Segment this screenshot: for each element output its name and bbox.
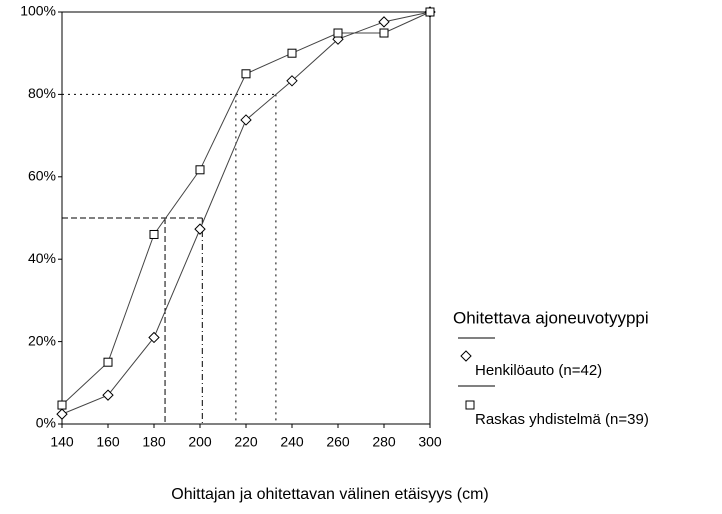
y-tick-label: 100% (20, 3, 56, 19)
marker-square (425, 7, 435, 17)
x-tick-label: 300 (418, 434, 442, 450)
marker-square (379, 28, 389, 38)
legend-marker (460, 350, 472, 362)
legend-title: Ohitettava ajoneuvotyyppi (453, 308, 649, 327)
x-tick-label: 260 (326, 434, 350, 450)
y-tick-label: 0% (36, 415, 56, 431)
legend-marker (465, 400, 475, 410)
y-tick-label: 40% (28, 250, 56, 266)
marker-diamond (378, 16, 390, 28)
marker-diamond (148, 331, 160, 344)
marker-diamond (194, 223, 206, 235)
y-tick-label: 80% (28, 85, 56, 101)
x-tick-label: 140 (50, 434, 74, 450)
legend-label: Henkilöauto (n=42) (475, 362, 602, 379)
marker-diamond (56, 408, 68, 420)
x-axis-label: Ohittajan ja ohitettavan välinen etäisyy… (171, 486, 488, 503)
marker-diamond (286, 75, 298, 87)
marker-diamond (102, 389, 114, 401)
x-tick-label: 240 (280, 434, 304, 450)
x-tick-label: 160 (96, 434, 120, 450)
x-tick-label: 280 (372, 434, 396, 450)
legend-label: Raskas yhdistelmä (n=39) (475, 411, 649, 428)
marker-diamond (240, 114, 252, 126)
marker-square (57, 400, 67, 410)
marker-square (333, 28, 343, 38)
marker-square (287, 48, 297, 58)
marker-square (195, 165, 205, 175)
marker-square (241, 69, 251, 79)
x-tick-label: 180 (142, 434, 166, 450)
marker-square (103, 357, 113, 367)
y-tick-label: 20% (28, 332, 56, 348)
x-tick-label: 220 (234, 434, 258, 450)
y-tick-label: 60% (28, 168, 56, 184)
marker-square (149, 229, 159, 239)
x-tick-label: 200 (188, 434, 212, 450)
